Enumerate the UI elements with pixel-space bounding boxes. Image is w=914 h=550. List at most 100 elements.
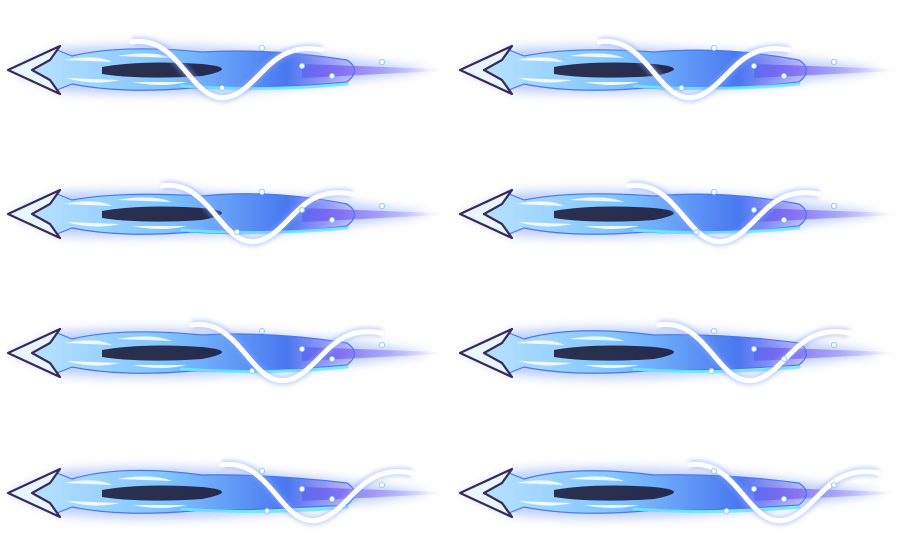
sparkle-dot [378, 59, 385, 66]
ice-shard [518, 501, 572, 506]
ice-shard [569, 197, 624, 202]
ice-shard [66, 78, 120, 83]
sparkle-dot [750, 63, 757, 70]
sparkle-dot [298, 63, 305, 70]
sparkle-dot [298, 486, 305, 493]
ice-shard [518, 78, 572, 83]
sparkle-dot [710, 45, 717, 52]
frame-3 [2, 156, 452, 266]
sparkle-dot [258, 328, 265, 335]
sparkle-dot [830, 203, 837, 210]
ice-edge-accent [632, 505, 801, 514]
wind-ribbon [686, 462, 882, 524]
sparkle-dot [723, 508, 730, 515]
arrowhead [458, 188, 514, 240]
ice-shard [132, 365, 187, 368]
wind-ribbon [189, 322, 385, 384]
frame-1 [2, 12, 452, 122]
ice-core [102, 345, 222, 361]
wind-ribbon [656, 322, 852, 384]
ice-edge-accent [180, 505, 349, 514]
ice-shard [584, 82, 639, 85]
sparkle-dot [780, 356, 787, 363]
sparkle-dot [328, 356, 335, 363]
ice-shard [66, 501, 120, 506]
frame-5 [2, 295, 452, 405]
wind-ribbon [159, 183, 355, 245]
ice-shard [66, 361, 120, 366]
sparkle-dot [710, 189, 717, 196]
ice-shard [569, 336, 624, 341]
ice-shard [516, 480, 564, 485]
ice-spear-sprite [458, 460, 894, 526]
wind-ribbon [596, 39, 792, 101]
ice-shard [132, 82, 187, 85]
arrowhead [6, 327, 62, 379]
ice-shard [117, 53, 172, 58]
sparkle-dot [780, 217, 787, 224]
ice-core [554, 485, 674, 501]
sparkle-dot [218, 85, 225, 92]
sparkle-dot [750, 346, 757, 353]
sparkle-dot [248, 368, 255, 375]
ice-shard [66, 222, 120, 227]
arrowhead [6, 44, 62, 96]
sparkle-dot [780, 496, 787, 503]
ice-shard [584, 505, 639, 508]
frame-6 [454, 295, 904, 405]
arrowhead [458, 327, 514, 379]
sparkle-dot [328, 73, 335, 80]
ice-edge-accent [632, 226, 801, 235]
ice-core [102, 206, 222, 222]
arrowhead [6, 188, 62, 240]
wind-ribbon [129, 39, 325, 101]
ice-spear-sprite [6, 320, 442, 386]
sparkle-dot [830, 482, 837, 489]
ice-shard [132, 505, 187, 508]
sparkle-dot [750, 486, 757, 493]
wind-ribbon [219, 462, 415, 524]
ice-core [554, 206, 674, 222]
ice-core [102, 485, 222, 501]
sparkle-dot [258, 45, 265, 52]
ice-shard [64, 340, 112, 345]
ice-shard [117, 197, 172, 202]
sparkle-dot [258, 189, 265, 196]
frame-8 [454, 435, 904, 545]
sparkle-dot [328, 496, 335, 503]
sparkle-dot [378, 203, 385, 210]
wind-ribbon [626, 183, 822, 245]
frame-7 [2, 435, 452, 545]
sparkle-dot [263, 508, 270, 515]
sparkle-dot [708, 368, 715, 375]
sparkle-dot [328, 217, 335, 224]
sparkle-dot [830, 342, 837, 349]
ice-shard [516, 57, 564, 62]
ice-spear-sprite [458, 181, 894, 247]
sparkle-dot [830, 59, 837, 66]
sparkle-dot [678, 85, 685, 92]
sparkle-dot [693, 229, 700, 236]
ice-core [554, 345, 674, 361]
ice-shard [518, 222, 572, 227]
ice-spear-sprite [458, 320, 894, 386]
sparkle-dot [710, 468, 717, 475]
frame-4 [454, 156, 904, 266]
ice-spear-sprite [6, 37, 442, 103]
ice-edge-accent [180, 226, 349, 235]
ice-shard [117, 336, 172, 341]
ice-shard [584, 226, 639, 229]
arrowhead [6, 467, 62, 519]
ice-spear-sprite [6, 181, 442, 247]
ice-shard [516, 340, 564, 345]
ice-spear-sprite [6, 460, 442, 526]
sparkle-dot [298, 207, 305, 214]
sparkle-dot [710, 328, 717, 335]
ice-shard [516, 201, 564, 206]
ice-spear-sprite [458, 37, 894, 103]
ice-shard [117, 476, 172, 481]
arrowhead [458, 44, 514, 96]
ice-shard [569, 53, 624, 58]
ice-shard [64, 480, 112, 485]
